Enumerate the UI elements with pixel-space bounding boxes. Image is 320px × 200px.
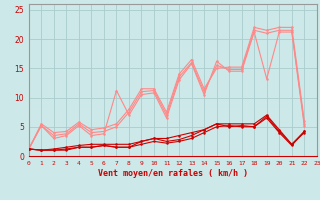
X-axis label: Vent moyen/en rafales ( km/h ): Vent moyen/en rafales ( km/h ) (98, 169, 248, 178)
